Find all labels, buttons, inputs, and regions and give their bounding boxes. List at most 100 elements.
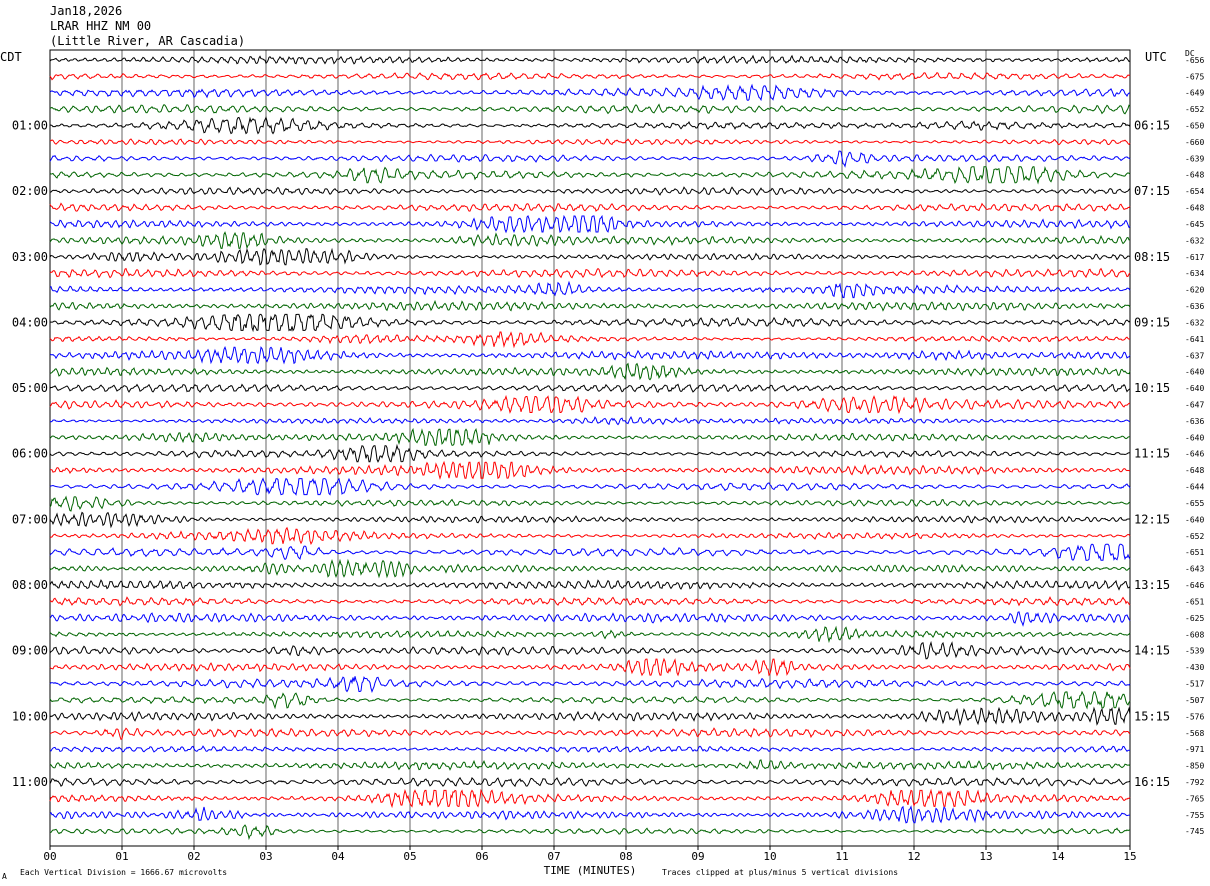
seismic-trace	[49, 611, 1131, 627]
x-tick-label: 02	[187, 850, 200, 863]
left-hour-label: 03:00	[12, 250, 48, 264]
dc-offset-label: -625	[1185, 614, 1204, 623]
x-tick-label: 12	[907, 850, 920, 863]
left-hour-label: 09:00	[12, 644, 48, 658]
seismic-trace	[49, 727, 1131, 741]
seismic-trace	[49, 83, 1131, 102]
seismic-trace	[50, 824, 1131, 841]
dc-offset-label: -507	[1185, 696, 1204, 705]
dc-offset-label: -648	[1185, 204, 1204, 213]
dc-offset-label: -641	[1185, 335, 1204, 344]
x-tick-label: 05	[403, 850, 416, 863]
dc-offset-label: -646	[1185, 450, 1204, 459]
dc-offset-label: -644	[1185, 483, 1204, 492]
dc-offset-label: -652	[1185, 532, 1204, 541]
left-hour-label: 02:00	[12, 184, 48, 198]
seismic-trace	[49, 116, 1131, 135]
dc-offset-label: -675	[1185, 72, 1204, 81]
right-hour-label: 12:15	[1134, 512, 1170, 526]
dc-offset-label: -850	[1185, 762, 1204, 771]
dc-offset-label: -632	[1185, 318, 1204, 327]
x-tick-label: 11	[835, 850, 848, 863]
seismic-trace	[49, 345, 1131, 365]
seismic-trace	[49, 71, 1131, 81]
seismic-trace	[49, 313, 1131, 333]
right-hour-label: 11:15	[1134, 447, 1170, 461]
dc-offset-label: -651	[1185, 597, 1204, 606]
plot-frame	[49, 49, 1131, 847]
dc-offset-label: -648	[1185, 171, 1204, 180]
seismic-trace	[49, 202, 1131, 213]
left-hour-label: 05:00	[12, 381, 48, 395]
right-hour-label: 06:15	[1134, 118, 1170, 132]
dc-offset-label: -971	[1185, 745, 1204, 754]
seismic-trace	[49, 427, 1130, 447]
seismic-trace	[49, 495, 1131, 512]
seismic-trace	[49, 231, 1130, 250]
left-hour-label: 06:00	[12, 447, 48, 461]
dc-offset-label: -640	[1185, 433, 1204, 442]
x-tick-label: 10	[763, 850, 776, 863]
seismic-trace	[49, 690, 1131, 710]
x-tick-label: 15	[1123, 850, 1136, 863]
dc-offset-label: -639	[1185, 154, 1204, 163]
station-location: (Little River, AR Cascadia)	[50, 34, 246, 48]
dc-offset-label: -637	[1185, 351, 1204, 360]
seismic-trace	[49, 331, 1131, 349]
seismic-trace	[49, 706, 1131, 727]
dc-offset-label: -539	[1185, 647, 1204, 656]
right-hour-label: 15:15	[1134, 709, 1170, 723]
seismic-trace	[49, 596, 1131, 607]
seismic-trace	[49, 416, 1131, 426]
seismic-trace	[49, 214, 1131, 234]
dc-offset-label: -608	[1185, 630, 1204, 639]
seismic-trace	[49, 186, 1131, 196]
dc-offset-label: -617	[1185, 253, 1204, 262]
dc-offset-label: -568	[1185, 729, 1204, 738]
x-tick-label: 00	[43, 850, 56, 863]
scale-note: Each Vertical Division = 1666.67 microvo…	[20, 868, 228, 877]
dc-offset-label: -645	[1185, 220, 1204, 229]
seismic-trace	[49, 103, 1131, 115]
right-hour-label: 08:15	[1134, 250, 1170, 264]
dc-offset-label: -654	[1185, 187, 1204, 196]
x-tick-label: 08	[619, 850, 632, 863]
dc-offset-label: -640	[1185, 368, 1204, 377]
seismic-trace	[49, 477, 1131, 496]
seismic-trace	[49, 267, 1131, 279]
left-timezone: CDT	[0, 50, 22, 64]
x-tick-label: 01	[115, 850, 128, 863]
seismic-trace	[49, 805, 1130, 824]
dc-offset-label: -765	[1185, 794, 1204, 803]
seismic-trace	[49, 511, 1130, 529]
dc-offset-label: -648	[1185, 466, 1204, 475]
seismic-trace	[49, 759, 1131, 771]
station-code: LRAR HHZ NM 00	[50, 19, 152, 33]
x-tick-label: 04	[331, 850, 345, 863]
x-tick-label: 06	[475, 850, 488, 863]
x-tick-label: 09	[691, 850, 704, 863]
plot-date: Jan18,2026	[50, 4, 123, 18]
dc-offset-label: -792	[1185, 778, 1204, 787]
dc-offset-label: -755	[1185, 811, 1204, 820]
left-hour-label: 11:00	[12, 775, 48, 789]
left-hour-label: 10:00	[12, 709, 48, 723]
seismic-trace	[49, 394, 1131, 415]
left-hour-label: 08:00	[12, 578, 48, 592]
dc-offset-label: -655	[1185, 499, 1204, 508]
dc-offset-label: -632	[1185, 236, 1204, 245]
seismic-trace	[49, 54, 1131, 65]
dc-offset-label: -643	[1185, 565, 1204, 574]
dc-offset-label: -660	[1185, 138, 1204, 147]
left-hour-label: 07:00	[12, 512, 48, 526]
seismic-trace	[49, 443, 1131, 463]
dc-offset-label: -620	[1185, 286, 1204, 295]
right-timezone: UTC	[1145, 50, 1167, 64]
seismic-trace	[49, 625, 1131, 644]
seismic-trace	[49, 558, 1131, 579]
dc-offset-label: -576	[1185, 712, 1204, 721]
x-axis-label: TIME (MINUTES)	[544, 864, 637, 877]
dc-offset-label: -430	[1185, 663, 1204, 672]
dc-offset-label: -640	[1185, 515, 1204, 524]
